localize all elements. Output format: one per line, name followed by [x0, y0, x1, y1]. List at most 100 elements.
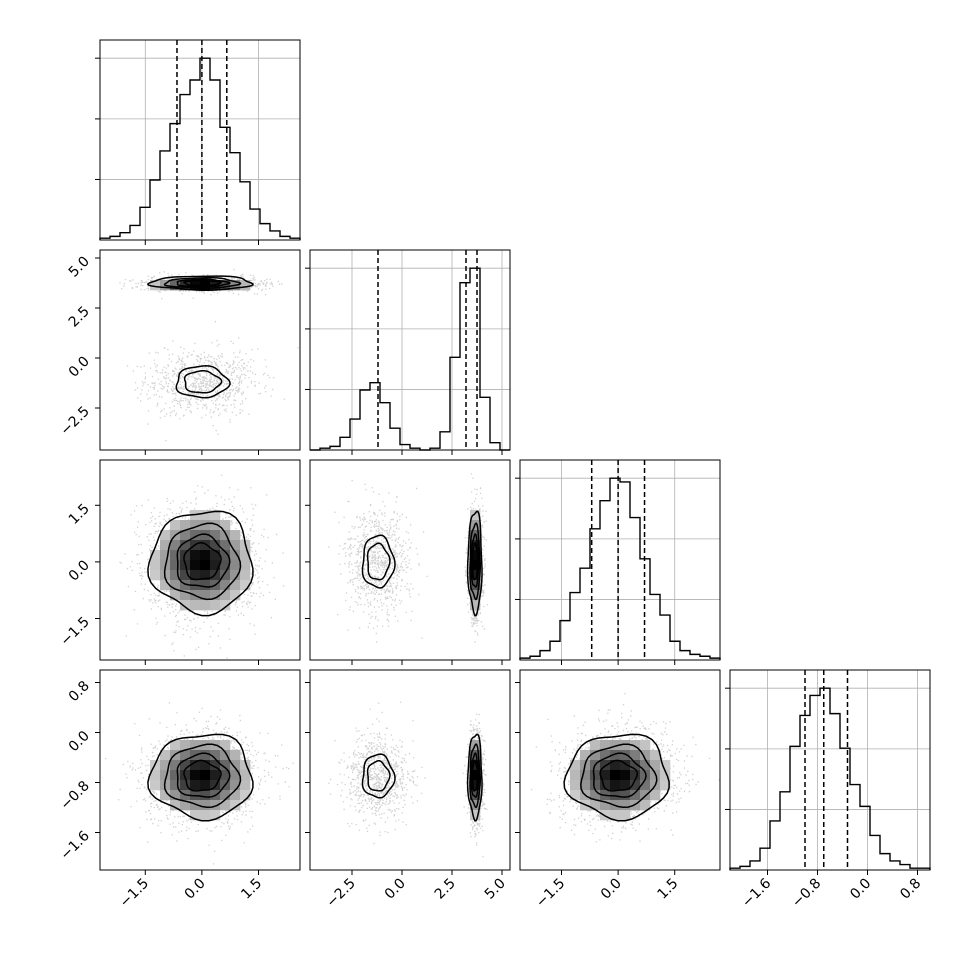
density-cell	[220, 550, 231, 561]
density-cell	[150, 570, 161, 581]
contour-line	[599, 759, 639, 792]
density-cell	[210, 530, 221, 541]
density-cell	[170, 790, 181, 801]
y-tick-label: −1.6	[57, 828, 92, 863]
density-cell	[180, 540, 191, 551]
x-tick-label: 0.0	[182, 876, 209, 903]
density-cell	[220, 600, 231, 611]
density-cell	[190, 530, 201, 541]
density-cell	[210, 810, 221, 821]
y-tick-label: 0.8	[66, 678, 93, 705]
contour-line	[175, 365, 231, 399]
density-cell	[150, 770, 161, 781]
density-cell	[630, 780, 641, 791]
density-cell	[180, 740, 191, 751]
density-cell	[470, 770, 481, 781]
density-cell	[170, 550, 181, 561]
density-cell	[240, 580, 251, 591]
density-cell	[170, 580, 181, 591]
contour-line	[147, 510, 254, 617]
scatter-points	[119, 268, 299, 442]
histogram-step-1	[310, 267, 510, 451]
x-tick-label: 1.5	[654, 876, 681, 903]
contour-line	[366, 760, 391, 792]
density-cell	[180, 800, 191, 811]
x-tick-label: 0.0	[382, 876, 409, 903]
scatter-points	[328, 473, 489, 643]
density-cell	[470, 760, 481, 771]
density-cell	[190, 780, 201, 791]
density-cell	[230, 580, 241, 591]
density-cell	[220, 580, 231, 591]
density-cell	[160, 770, 171, 781]
density-cell	[630, 770, 641, 781]
density-cell	[620, 770, 631, 781]
density-cell	[650, 790, 661, 801]
density-cell	[230, 570, 241, 581]
x-tick-label: 0.0	[847, 876, 874, 903]
density-cell	[470, 780, 481, 791]
contour-line	[183, 542, 222, 581]
density-cell	[200, 600, 211, 611]
density-cell	[170, 760, 181, 771]
density-cell	[210, 750, 221, 761]
y-tick-label: −0.8	[57, 778, 92, 813]
density-cell	[190, 770, 201, 781]
density-cell	[160, 530, 171, 541]
density-cell	[200, 780, 211, 791]
density-cell	[190, 550, 201, 561]
density-cell	[590, 750, 601, 761]
density-cell	[230, 750, 241, 761]
panel-contents	[105, 702, 294, 865]
density-cell	[180, 530, 191, 541]
contour-line	[146, 275, 254, 292]
density-cell	[180, 280, 191, 291]
density-cell	[180, 780, 191, 791]
panel-frame	[99, 459, 301, 661]
y-tick-label: 0.0	[66, 728, 93, 755]
density-cell	[660, 770, 671, 781]
density-cell	[240, 560, 251, 571]
density-cell	[620, 740, 631, 751]
density-cell	[200, 570, 211, 581]
density-cell	[470, 590, 481, 601]
density-cell	[220, 570, 231, 581]
density-cell	[230, 540, 241, 551]
density-cell	[210, 510, 221, 521]
density-cell	[160, 550, 171, 561]
density-cell	[650, 760, 661, 771]
density-cell	[180, 580, 191, 591]
density-cell	[200, 790, 211, 801]
density-cell	[230, 530, 241, 541]
contour-line	[563, 733, 670, 822]
contour-line	[183, 759, 222, 792]
y-tick-label: 0.0	[66, 354, 93, 381]
density-cell	[190, 600, 201, 611]
contour-line	[183, 279, 223, 287]
density-cell	[610, 750, 621, 761]
density-cell	[210, 520, 221, 531]
density-cell	[590, 780, 601, 791]
density-cell	[240, 570, 251, 581]
density-cell	[160, 580, 171, 591]
density-cell	[210, 600, 221, 611]
density-cell	[210, 560, 221, 571]
density-cell	[220, 590, 231, 601]
y-tick-label: −1.5	[57, 614, 92, 649]
x-tick-label: 5.0	[482, 876, 509, 903]
histogram-panel-3	[725, 669, 931, 871]
pair-panel-0-3	[99, 669, 301, 871]
density-cell	[190, 570, 201, 581]
density-cell	[570, 780, 581, 791]
density-cell	[470, 560, 481, 571]
density-cell	[220, 740, 231, 751]
density-cell	[220, 520, 231, 531]
density-cell	[190, 560, 201, 571]
density-cell	[210, 540, 221, 551]
density-cell	[220, 770, 231, 781]
y-tick-label: 5.0	[66, 254, 93, 281]
density-cell	[210, 590, 221, 601]
density-cell	[610, 760, 621, 771]
x-tick-label: 1.5	[238, 876, 265, 903]
density-cell	[240, 790, 251, 801]
